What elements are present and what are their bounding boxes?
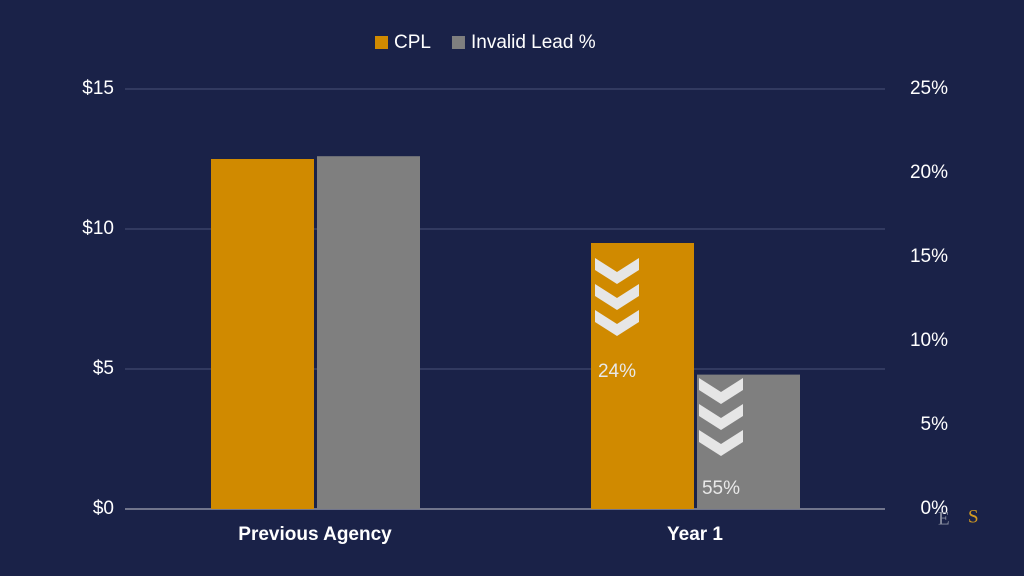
y2-tick-label: 15%: [910, 246, 948, 267]
y-tick-label: $10: [82, 218, 114, 239]
y-tick-label: $0: [93, 498, 114, 519]
legend-swatch: [375, 36, 388, 49]
y-tick-label: $5: [93, 358, 114, 379]
chevron: [699, 404, 743, 430]
chevron: [699, 430, 743, 456]
x-tick-label: Year 1: [667, 524, 723, 545]
logo-letter: S: [968, 506, 979, 527]
bar: [317, 156, 420, 509]
chevrons: [595, 258, 743, 456]
y2-tick-label: 10%: [910, 330, 948, 351]
bar: [211, 159, 314, 509]
legend-swatch: [451, 36, 465, 49]
chevron: [699, 378, 743, 404]
y2-tick-label: 20%: [910, 162, 948, 183]
logo-letter: E: [938, 508, 950, 529]
y2-tick-label: 25%: [910, 78, 948, 99]
chevron: [595, 284, 639, 310]
legend-label: Invalid Lead %: [471, 32, 596, 53]
y2-tick-label: 0%: [921, 498, 949, 519]
annotation: 55%: [702, 478, 740, 499]
annotation: 24%: [598, 361, 636, 382]
legend-label: CPL: [394, 32, 431, 53]
x-tick-label: Previous Agency: [238, 524, 392, 545]
bar: [591, 243, 694, 509]
chevron: [595, 310, 639, 336]
y-tick-label: $15: [82, 78, 114, 99]
y2-tick-label: 5%: [921, 414, 949, 435]
chevron: [595, 258, 639, 284]
